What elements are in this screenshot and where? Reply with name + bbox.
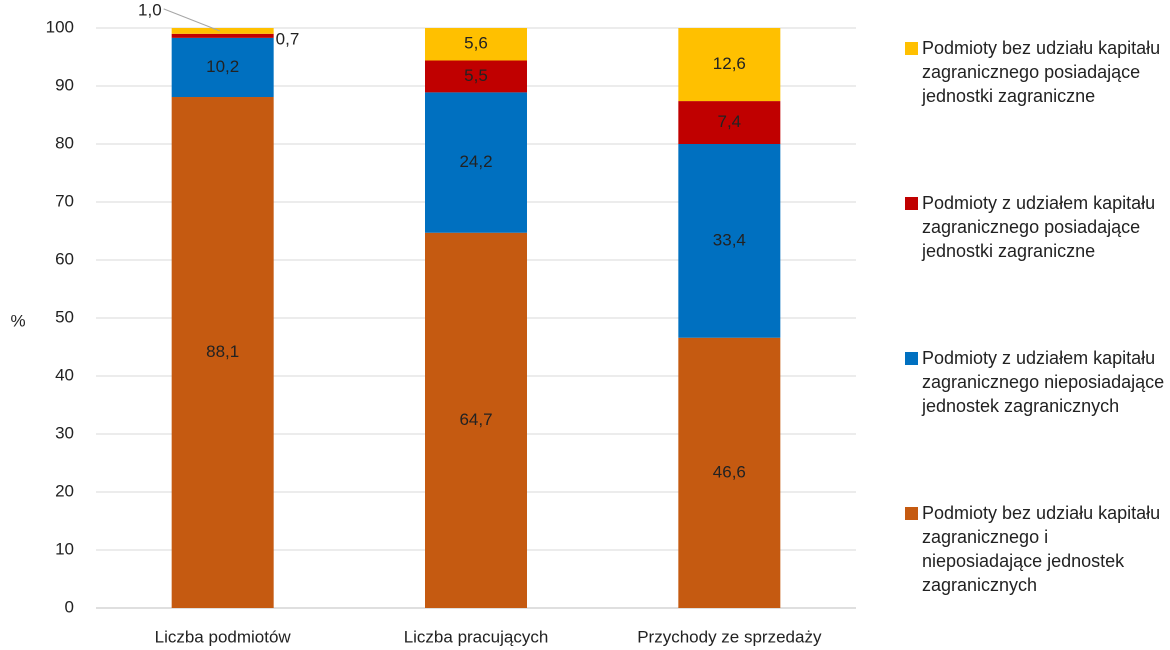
bar-segment [171,28,274,34]
y-tick-label: 0 [65,597,74,616]
bar-segment [425,232,527,609]
value-label: 88,1 [206,342,239,361]
value-label: 0,7 [276,29,300,48]
legend-label: Podmioty z udziałem kapitału zagraniczne… [922,348,1165,416]
value-label: 1,0 [138,0,162,19]
legend: Podmioty bez udziału kapitału zagraniczn… [900,36,1165,650]
y-tick-label: 30 [55,423,74,442]
bar-segment [425,92,527,233]
legend-label: Podmioty bez udziału kapitału zagraniczn… [922,503,1161,595]
legend-swatch [905,197,918,210]
value-label: 46,6 [713,462,746,481]
value-label: 10,2 [206,57,239,76]
value-label: 64,7 [459,410,492,429]
y-tick-label: 100 [46,17,74,36]
value-label: 5,6 [464,34,488,53]
y-tick-label: 20 [55,481,74,500]
bar-segment [678,101,781,144]
legend-label: Podmioty bez udziału kapitału zagraniczn… [922,38,1161,106]
bar-segment [171,97,274,609]
bar-segment [678,144,781,338]
value-label: 24,2 [459,152,492,171]
legend-entry: Podmioty z udziałem kapitału zagraniczne… [900,346,1165,490]
legend-swatch [905,352,918,365]
x-tick-label: Liczba pracujących [404,627,549,646]
y-tick-label: 50 [55,307,74,326]
legend-entry: Podmioty bez udziału kapitału zagraniczn… [900,36,1165,180]
x-tick-label: Liczba podmiotów [155,627,292,646]
value-label: 12,6 [713,54,746,73]
y-tick-label: 40 [55,365,74,384]
value-label: 7,4 [718,112,742,131]
leader-line [163,8,220,32]
value-label: 5,5 [464,66,488,85]
y-tick-label: 10 [55,539,74,558]
bar-segment [171,37,274,98]
y-tick-label: 90 [55,75,74,94]
value-label: 33,4 [713,230,746,249]
legend-swatch [905,507,918,520]
bar-segment [425,60,527,93]
bar-segment [678,28,781,102]
legend-swatch [905,42,918,55]
y-tick-label: 80 [55,133,74,152]
y-tick-label: 70 [55,191,74,210]
bar-segment [678,337,781,608]
y-axis-label: % [10,311,25,330]
legend-entry: Podmioty bez udziału kapitału zagraniczn… [900,501,1165,645]
x-tick-label: Przychody ze sprzedaży [637,627,822,646]
y-tick-label: 60 [55,249,74,268]
bar-segment [171,33,274,38]
legend-entry: Podmioty z udziałem kapitału zagraniczne… [900,191,1165,335]
legend-label: Podmioty z udziałem kapitału zagraniczne… [922,193,1156,261]
bar-segment [425,28,527,61]
